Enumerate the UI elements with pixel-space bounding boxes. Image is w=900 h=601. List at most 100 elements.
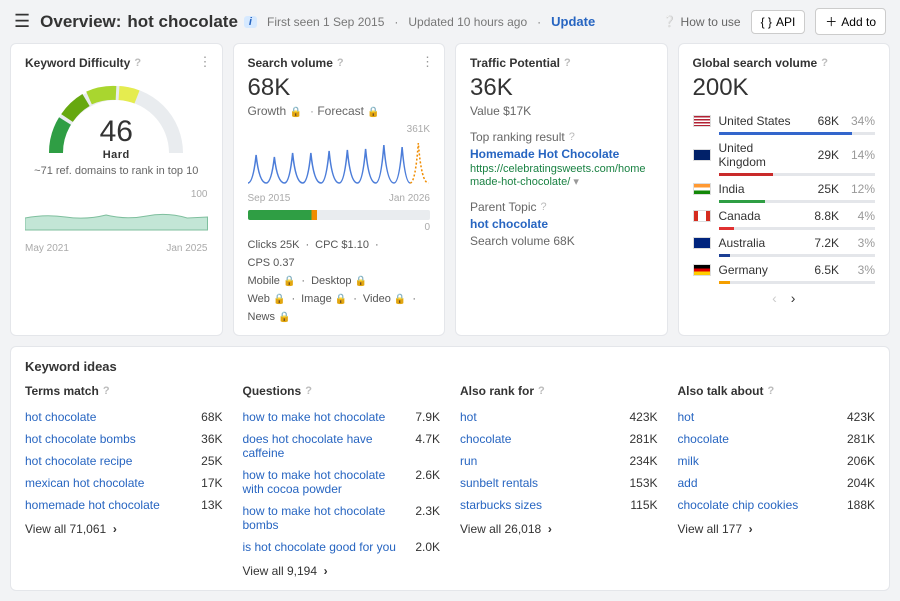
kebab-icon[interactable]: ⋮ [421, 54, 434, 70]
help-icon[interactable]: ? [569, 131, 575, 143]
view-all-link[interactable]: View all 177 › [678, 522, 876, 536]
kd-trend-chart [25, 200, 208, 240]
keyword-link[interactable]: chocolate [678, 432, 729, 446]
page-title: Overview: hot chocolate i [40, 12, 257, 32]
gv-value: 200K [693, 74, 876, 102]
help-icon[interactable]: ? [305, 385, 312, 397]
keyword-link[interactable]: starbucks sizes [460, 498, 542, 512]
keyword-link[interactable]: add [678, 476, 698, 490]
country-pct: 4% [847, 209, 875, 223]
api-button[interactable]: { }API [751, 10, 806, 34]
help-icon[interactable]: ? [564, 57, 571, 69]
growth-label: Growth [248, 104, 287, 118]
keyword-link[interactable]: sunbelt rentals [460, 476, 538, 490]
flag-icon [693, 149, 711, 161]
keyword-volume: 206K [847, 454, 875, 468]
traffic-potential-card: Traffic Potential? 36K Value $17K Top ra… [455, 43, 668, 336]
how-to-use-link[interactable]: ❔How to use [663, 15, 741, 29]
updated-ago: Updated 10 hours ago [408, 15, 527, 29]
keyword-link[interactable]: run [460, 454, 477, 468]
keyword-link[interactable]: chocolate [460, 432, 511, 446]
search-volume-card: ⋮ Search volume? 68K Growth 🔒 Forecast 🔒… [233, 43, 446, 336]
keyword-link[interactable]: mexican hot chocolate [25, 476, 144, 490]
top-ranking-title[interactable]: Homemade Hot Chocolate [470, 147, 653, 161]
country-pct: 14% [847, 148, 875, 162]
keyword-link[interactable]: homemade hot chocolate [25, 498, 160, 512]
country-row[interactable]: United Kingdom 29K 14% [693, 137, 876, 173]
keyword-row: how to make hot chocolate with cocoa pow… [243, 464, 441, 500]
keyword-volume: 423K [847, 410, 875, 424]
flag-icon [693, 115, 711, 127]
add-to-button[interactable]: ＋Add to [815, 8, 886, 35]
title-keyword: hot chocolate [127, 12, 238, 32]
forecast-label: Forecast [317, 104, 364, 118]
pager-prev[interactable]: ‹ [772, 290, 777, 306]
keyword-volume: 204K [847, 476, 875, 490]
keyword-link[interactable]: does hot chocolate have caffeine [243, 432, 408, 460]
chevron-right-icon: › [548, 522, 552, 536]
top-ranking-label: Top ranking result [470, 130, 565, 144]
gv-title: Global search volume [693, 56, 818, 70]
kebab-icon[interactable]: ⋮ [199, 54, 212, 70]
sv-xend: Jan 2026 [389, 193, 430, 204]
keyword-link[interactable]: hot chocolate recipe [25, 454, 132, 468]
pager-next[interactable]: › [791, 290, 796, 306]
keyword-link[interactable]: is hot chocolate good for you [243, 540, 396, 554]
keyword-volume: 68K [201, 410, 222, 424]
top-ranking-url[interactable]: https://celebratingsweets.com/homemade-h… [470, 163, 653, 188]
help-icon[interactable]: ? [821, 57, 828, 69]
keyword-link[interactable]: chocolate chip cookies [678, 498, 799, 512]
help-icon[interactable]: ? [538, 385, 545, 397]
help-icon[interactable]: ? [337, 57, 344, 69]
country-name: Germany [719, 263, 792, 277]
country-row[interactable]: United States 68K 34% [693, 110, 876, 132]
keyword-row: milk 206K [678, 450, 876, 472]
title-prefix: Overview: [40, 12, 121, 32]
sv-volume: 68K [248, 74, 431, 102]
keyword-difficulty-card: ⋮ Keyword Difficulty? 46 Hard ~71 ref. d… [10, 43, 223, 336]
help-icon[interactable]: ? [134, 57, 141, 69]
keyword-link[interactable]: milk [678, 454, 699, 468]
ideas-heading: Keyword ideas [25, 359, 875, 374]
help-icon[interactable]: ? [541, 201, 547, 213]
country-volume: 6.5K [799, 263, 839, 277]
tp-subvalue: Value $17K [470, 104, 653, 118]
update-link[interactable]: Update [551, 14, 595, 29]
country-row[interactable]: Germany 6.5K 3% [693, 259, 876, 281]
view-all-link[interactable]: View all 26,018 › [460, 522, 658, 536]
country-row[interactable]: Australia 7.2K 3% [693, 232, 876, 254]
top-bar: ☰ Overview: hot chocolate i First seen 1… [0, 0, 900, 43]
flag-icon [693, 210, 711, 222]
country-name: Australia [719, 236, 792, 250]
keyword-link[interactable]: hot chocolate bombs [25, 432, 136, 446]
keyword-volume: 7.9K [415, 410, 440, 424]
keyword-row: hot chocolate recipe25K [25, 450, 223, 472]
keyword-row: how to make hot chocolate 7.9K [243, 406, 441, 428]
keyword-link[interactable]: how to make hot chocolate bombs [243, 504, 408, 532]
flag-icon [693, 237, 711, 249]
view-all-link[interactable]: View all 9,194 › [243, 564, 441, 578]
chevron-right-icon: › [324, 564, 328, 578]
help-icon[interactable]: ? [103, 385, 110, 397]
keyword-link[interactable]: how to make hot chocolate [243, 410, 386, 424]
keyword-link[interactable]: hot [460, 410, 477, 424]
keyword-link[interactable]: hot [678, 410, 695, 424]
menu-icon[interactable]: ☰ [14, 11, 30, 32]
country-pct: 12% [847, 182, 875, 196]
parent-topic[interactable]: hot chocolate [470, 217, 653, 231]
country-name: United States [719, 114, 792, 128]
keyword-volume: 153K [629, 476, 657, 490]
parent-volume: Search volume 68K [470, 234, 653, 248]
country-row[interactable]: India 25K 12% [693, 178, 876, 200]
view-all-link[interactable]: View all 71,061 › [25, 522, 223, 536]
news-label: News [248, 311, 276, 323]
keyword-row: is hot chocolate good for you 2.0K [243, 536, 441, 558]
info-icon[interactable]: i [244, 16, 257, 28]
keyword-volume: 2.0K [415, 540, 440, 554]
kd-xstart: May 2021 [25, 243, 69, 254]
keyword-link[interactable]: hot chocolate [25, 410, 96, 424]
keyword-link[interactable]: how to make hot chocolate with cocoa pow… [243, 468, 408, 496]
cpc-value: CPC $1.10 [315, 239, 369, 251]
country-row[interactable]: Canada 8.8K 4% [693, 205, 876, 227]
help-icon[interactable]: ? [768, 385, 775, 397]
